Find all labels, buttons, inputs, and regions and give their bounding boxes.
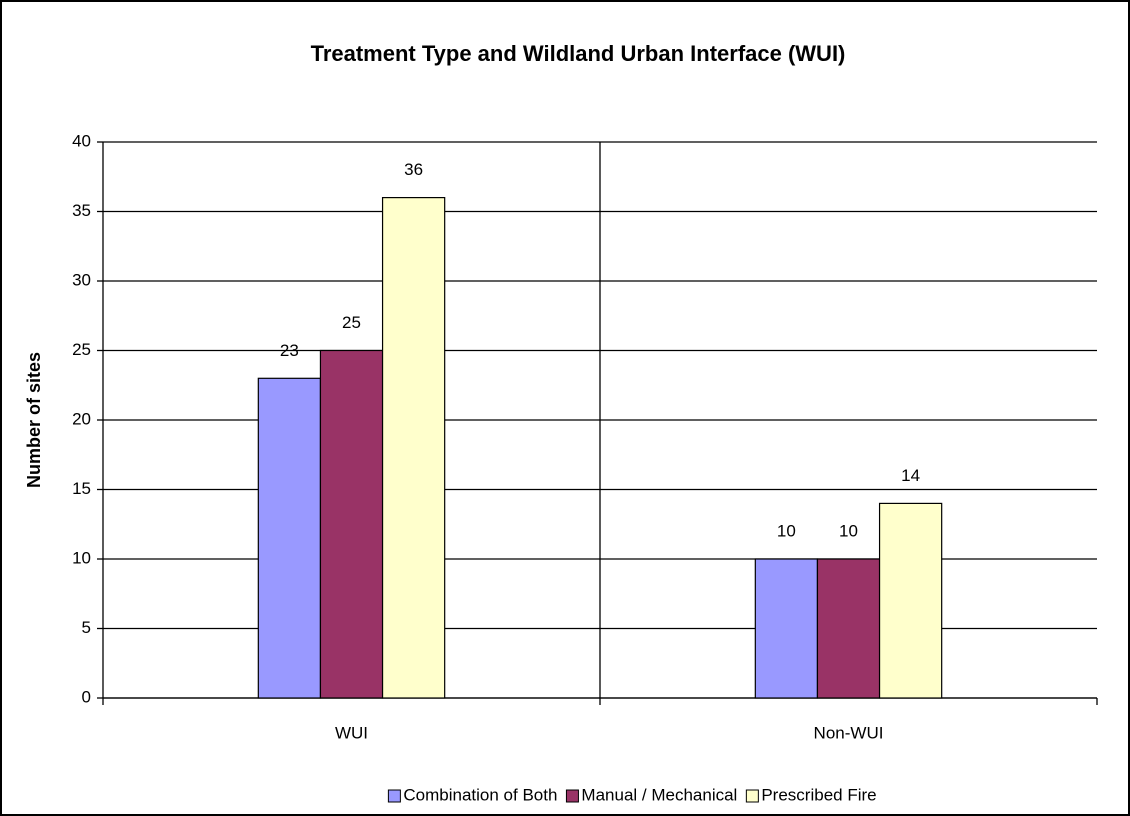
- y-tick-label: 25: [72, 340, 91, 359]
- data-label: 10: [777, 521, 796, 540]
- legend-label: Combination of Both: [403, 785, 557, 804]
- data-label: 10: [839, 521, 858, 540]
- x-tick-label: WUI: [335, 723, 368, 742]
- bar: [754, 558, 819, 699]
- legend-swatch: [387, 789, 401, 803]
- y-tick-label: 15: [72, 479, 91, 498]
- bar: [816, 558, 881, 699]
- bar: [878, 502, 943, 699]
- data-label: 25: [342, 313, 361, 332]
- y-tick-label: 5: [82, 618, 91, 637]
- chart-title: Treatment Type and Wildland Urban Interf…: [311, 41, 846, 66]
- legend-swatch: [745, 789, 759, 803]
- y-tick-label: 20: [72, 409, 91, 428]
- bar: [381, 197, 446, 699]
- y-tick-label: 30: [72, 270, 91, 289]
- data-label: 23: [280, 341, 299, 360]
- x-tick-label: Non-WUI: [814, 723, 884, 742]
- y-axis-label: Number of sites: [24, 352, 44, 488]
- data-label: 36: [404, 160, 423, 179]
- y-tick-label: 35: [72, 201, 91, 220]
- y-tick-label: 0: [82, 687, 91, 706]
- legend-label: Prescribed Fire: [761, 785, 876, 804]
- y-tick-label: 10: [72, 548, 91, 567]
- bar: [257, 377, 322, 699]
- bar: [319, 349, 384, 699]
- legend-label: Manual / Mechanical: [581, 785, 737, 804]
- legend-swatch: [565, 789, 579, 803]
- data-label: 14: [901, 466, 920, 485]
- y-tick-label: 40: [72, 131, 91, 150]
